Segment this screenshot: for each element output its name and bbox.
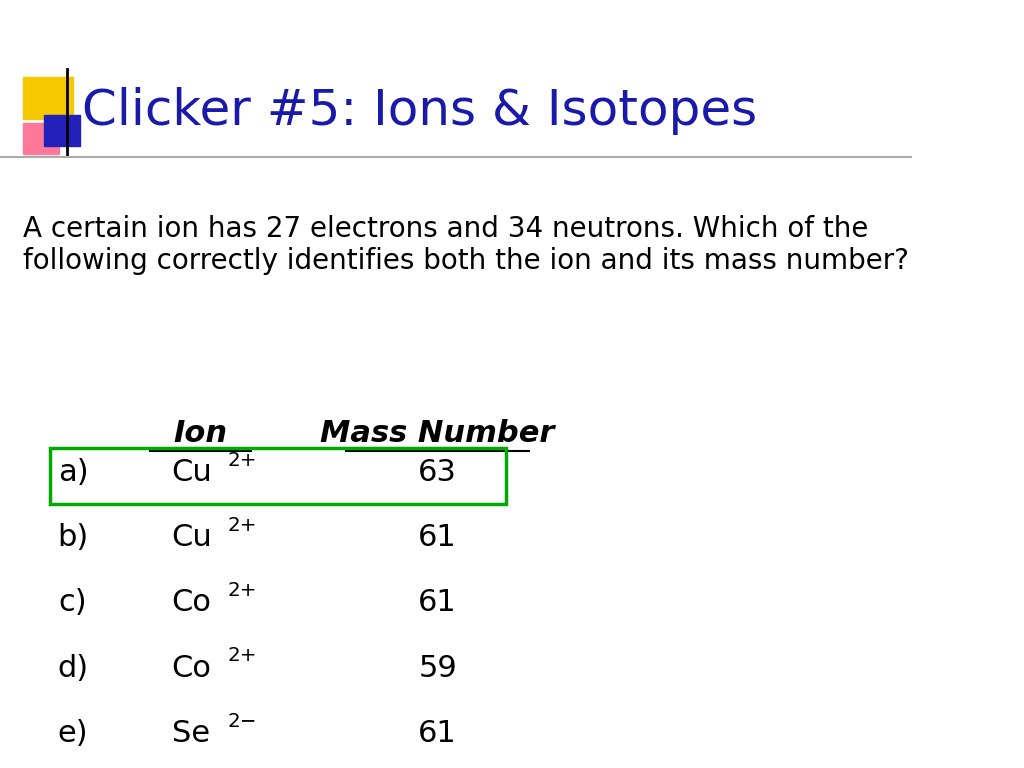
Text: 2+: 2+ [228, 647, 257, 665]
Text: 59: 59 [418, 654, 457, 683]
Text: 2−: 2− [228, 712, 257, 730]
Text: Ion: Ion [173, 419, 227, 449]
Text: e): e) [57, 719, 88, 748]
Text: 61: 61 [418, 588, 457, 617]
Text: Co: Co [172, 654, 211, 683]
Text: Mass Number: Mass Number [321, 419, 555, 449]
Text: Cu: Cu [171, 458, 212, 487]
Text: 2+: 2+ [228, 451, 257, 469]
Bar [23, 77, 73, 119]
Text: b): b) [57, 523, 88, 552]
Bar [50, 449, 506, 504]
Text: c): c) [58, 588, 87, 617]
Text: Cu: Cu [171, 523, 212, 552]
Text: 2+: 2+ [228, 581, 257, 600]
Text: 2+: 2+ [228, 516, 257, 535]
Text: Clicker #5: Ions & Isotopes: Clicker #5: Ions & Isotopes [82, 88, 758, 135]
Text: 61: 61 [418, 719, 457, 748]
Text: Co: Co [172, 588, 211, 617]
Text: 61: 61 [418, 523, 457, 552]
Text: d): d) [57, 654, 88, 683]
Text: Se: Se [172, 719, 211, 748]
Text: A certain ion has 27 electrons and 34 neutrons. Which of the
following correctly: A certain ion has 27 electrons and 34 ne… [23, 215, 908, 276]
Text: a): a) [57, 458, 88, 487]
Bar [23, 123, 59, 154]
Bar [44, 115, 80, 146]
Text: 63: 63 [418, 458, 457, 487]
